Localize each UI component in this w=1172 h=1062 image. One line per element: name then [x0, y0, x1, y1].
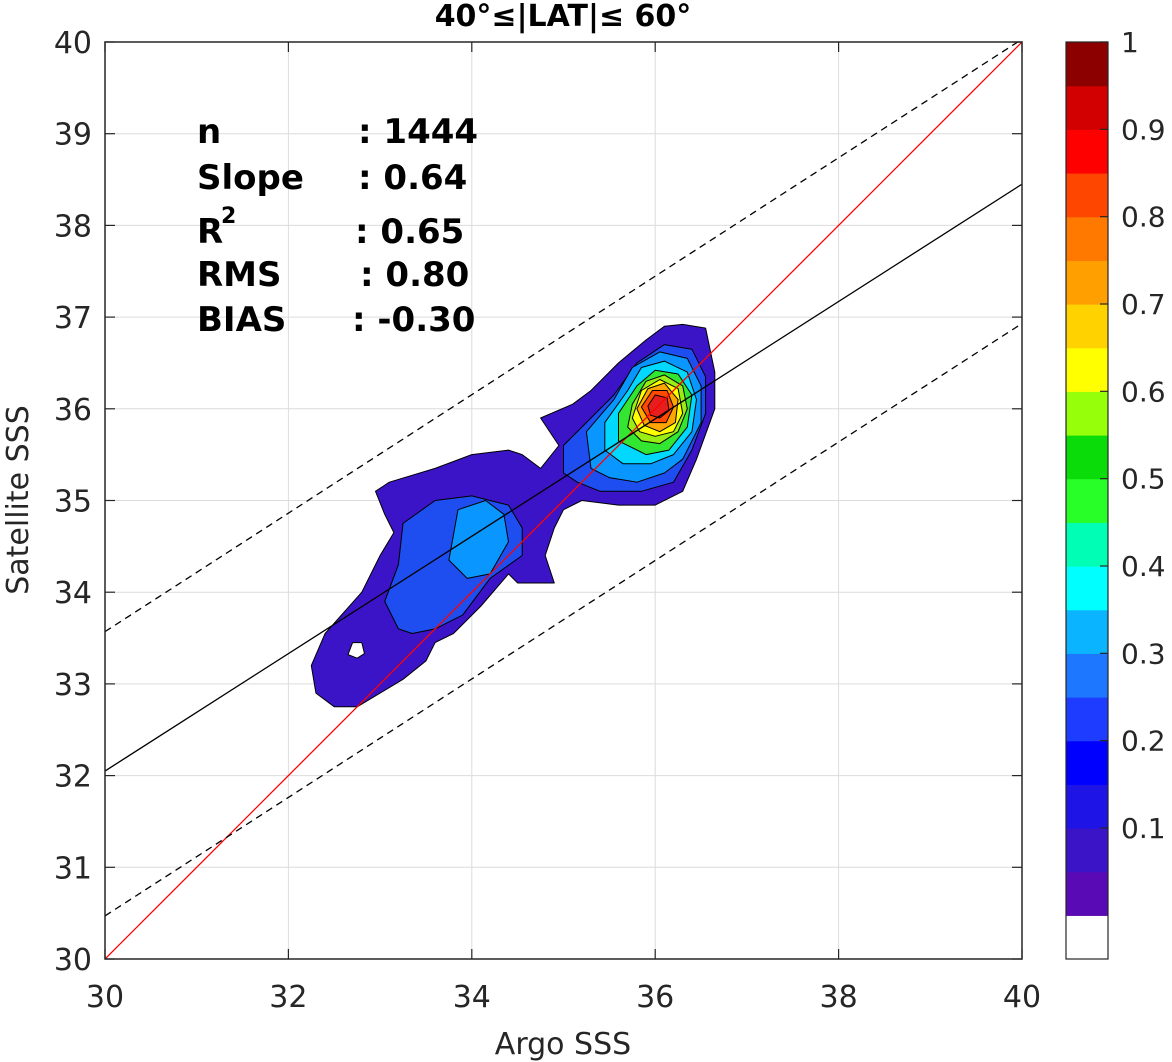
colorbar-tick-label: 0.9 — [1121, 113, 1166, 146]
y-tick-label: 34 — [54, 576, 92, 611]
y-tick-label: 32 — [54, 760, 92, 795]
x-tick-label: 40 — [1003, 980, 1041, 1015]
colorbar-ticks: 1 0.9 0.8 0.7 0.6 0.5 0.4 0.3 0.2 0.1 — [1100, 26, 1166, 845]
colorbar-swatch-4 — [1066, 740, 1108, 785]
colorbar-swatches — [1066, 42, 1108, 960]
colorbar-tick-label: 0.6 — [1121, 375, 1166, 408]
colorbar-swatch-17 — [1066, 173, 1108, 218]
colorbar-swatch-9 — [1066, 522, 1108, 567]
colorbar-swatch-6 — [1066, 653, 1108, 698]
y-axis-label: Satellite SSS — [1, 405, 36, 595]
colorbar-swatch-13 — [1066, 347, 1108, 392]
colorbar: 1 0.9 0.8 0.7 0.6 0.5 0.4 0.3 0.2 0.1 — [1065, 26, 1166, 960]
x-tick-label: 36 — [636, 980, 674, 1015]
colorbar-swatch-2 — [1066, 828, 1108, 873]
colorbar-swatch-5 — [1066, 697, 1108, 742]
colorbar-swatch-14 — [1066, 304, 1108, 349]
y-tick-label: 36 — [54, 393, 92, 428]
x-tick-label: 30 — [86, 980, 124, 1015]
y-tick-label: 30 — [54, 943, 92, 978]
one-to-one-line — [105, 42, 1022, 959]
stat-r2-superscript: 2 — [221, 204, 236, 229]
stats-block: n : 1444 Slope : 0.64 R 2 : 0.65 RMS : 0… — [197, 112, 478, 340]
colorbar-swatch-3 — [1066, 784, 1108, 829]
colorbar-swatch-1 — [1066, 871, 1108, 916]
colorbar-tick-label: 0.4 — [1121, 550, 1166, 583]
stat-rms-label: RMS — [197, 255, 282, 295]
colorbar-swatch-0 — [1066, 915, 1108, 960]
x-axis-label: Argo SSS — [495, 1027, 631, 1062]
colorbar-tick-label: 0.3 — [1121, 637, 1166, 670]
y-tick-label: 31 — [54, 851, 92, 886]
grid-lines — [104, 41, 1023, 960]
colorbar-swatch-12 — [1066, 391, 1108, 436]
colorbar-tick-label: 0.5 — [1121, 463, 1166, 496]
stat-r2-value: : 0.65 — [355, 212, 464, 252]
stat-slope-value: : 0.64 — [358, 158, 467, 198]
colorbar-tick-label: 0.2 — [1121, 725, 1166, 758]
density-contour-12 — [347, 642, 365, 659]
colorbar-swatch-10 — [1066, 478, 1108, 523]
y-tick-label: 37 — [54, 301, 92, 336]
stat-bias-label: BIAS — [197, 300, 286, 340]
axis-ticks: 30 32 34 36 38 40 30 31 32 33 34 35 36 37 38 39 40 — [54, 26, 1041, 1015]
colorbar-swatch-18 — [1066, 129, 1108, 174]
colorbar-tick-label: 0.7 — [1121, 288, 1166, 321]
y-tick-label: 33 — [54, 668, 92, 703]
density-contour-3 — [448, 500, 509, 579]
stat-r2-label: R — [197, 212, 223, 252]
y-tick-label: 40 — [54, 26, 92, 61]
colorbar-tick-label: 0.1 — [1121, 812, 1166, 845]
colorbar-tick-label: 1 — [1121, 26, 1139, 59]
colorbar-swatch-11 — [1066, 435, 1108, 480]
lower-bound-line — [105, 322, 1022, 917]
y-tick-label: 39 — [54, 118, 92, 153]
colorbar-swatch-8 — [1066, 566, 1108, 611]
upper-bound-line — [105, 42, 1019, 633]
stat-n-label: n — [197, 112, 221, 152]
x-tick-label: 32 — [269, 980, 307, 1015]
colorbar-swatch-15 — [1066, 260, 1108, 305]
colorbar-swatch-16 — [1066, 216, 1108, 261]
stat-rms-value: : 0.80 — [360, 255, 469, 295]
x-tick-label: 38 — [820, 980, 858, 1015]
chart-title: 40°≤|LAT|≤ 60° — [435, 0, 692, 34]
colorbar-tick-label: 0.8 — [1121, 201, 1166, 234]
y-tick-label: 38 — [54, 209, 92, 244]
regression-line — [105, 183, 1022, 772]
y-tick-label: 35 — [54, 485, 92, 520]
colorbar-swatch-20 — [1066, 42, 1108, 87]
reference-lines — [105, 42, 1022, 959]
stat-n-value: : 1444 — [358, 112, 478, 152]
x-tick-label: 34 — [453, 980, 491, 1015]
colorbar-swatch-19 — [1066, 85, 1108, 130]
stat-bias-value: : -0.30 — [352, 300, 475, 340]
colorbar-frame — [1065, 41, 1109, 960]
colorbar-swatch-7 — [1066, 609, 1108, 654]
stat-slope-label: Slope — [197, 158, 304, 198]
